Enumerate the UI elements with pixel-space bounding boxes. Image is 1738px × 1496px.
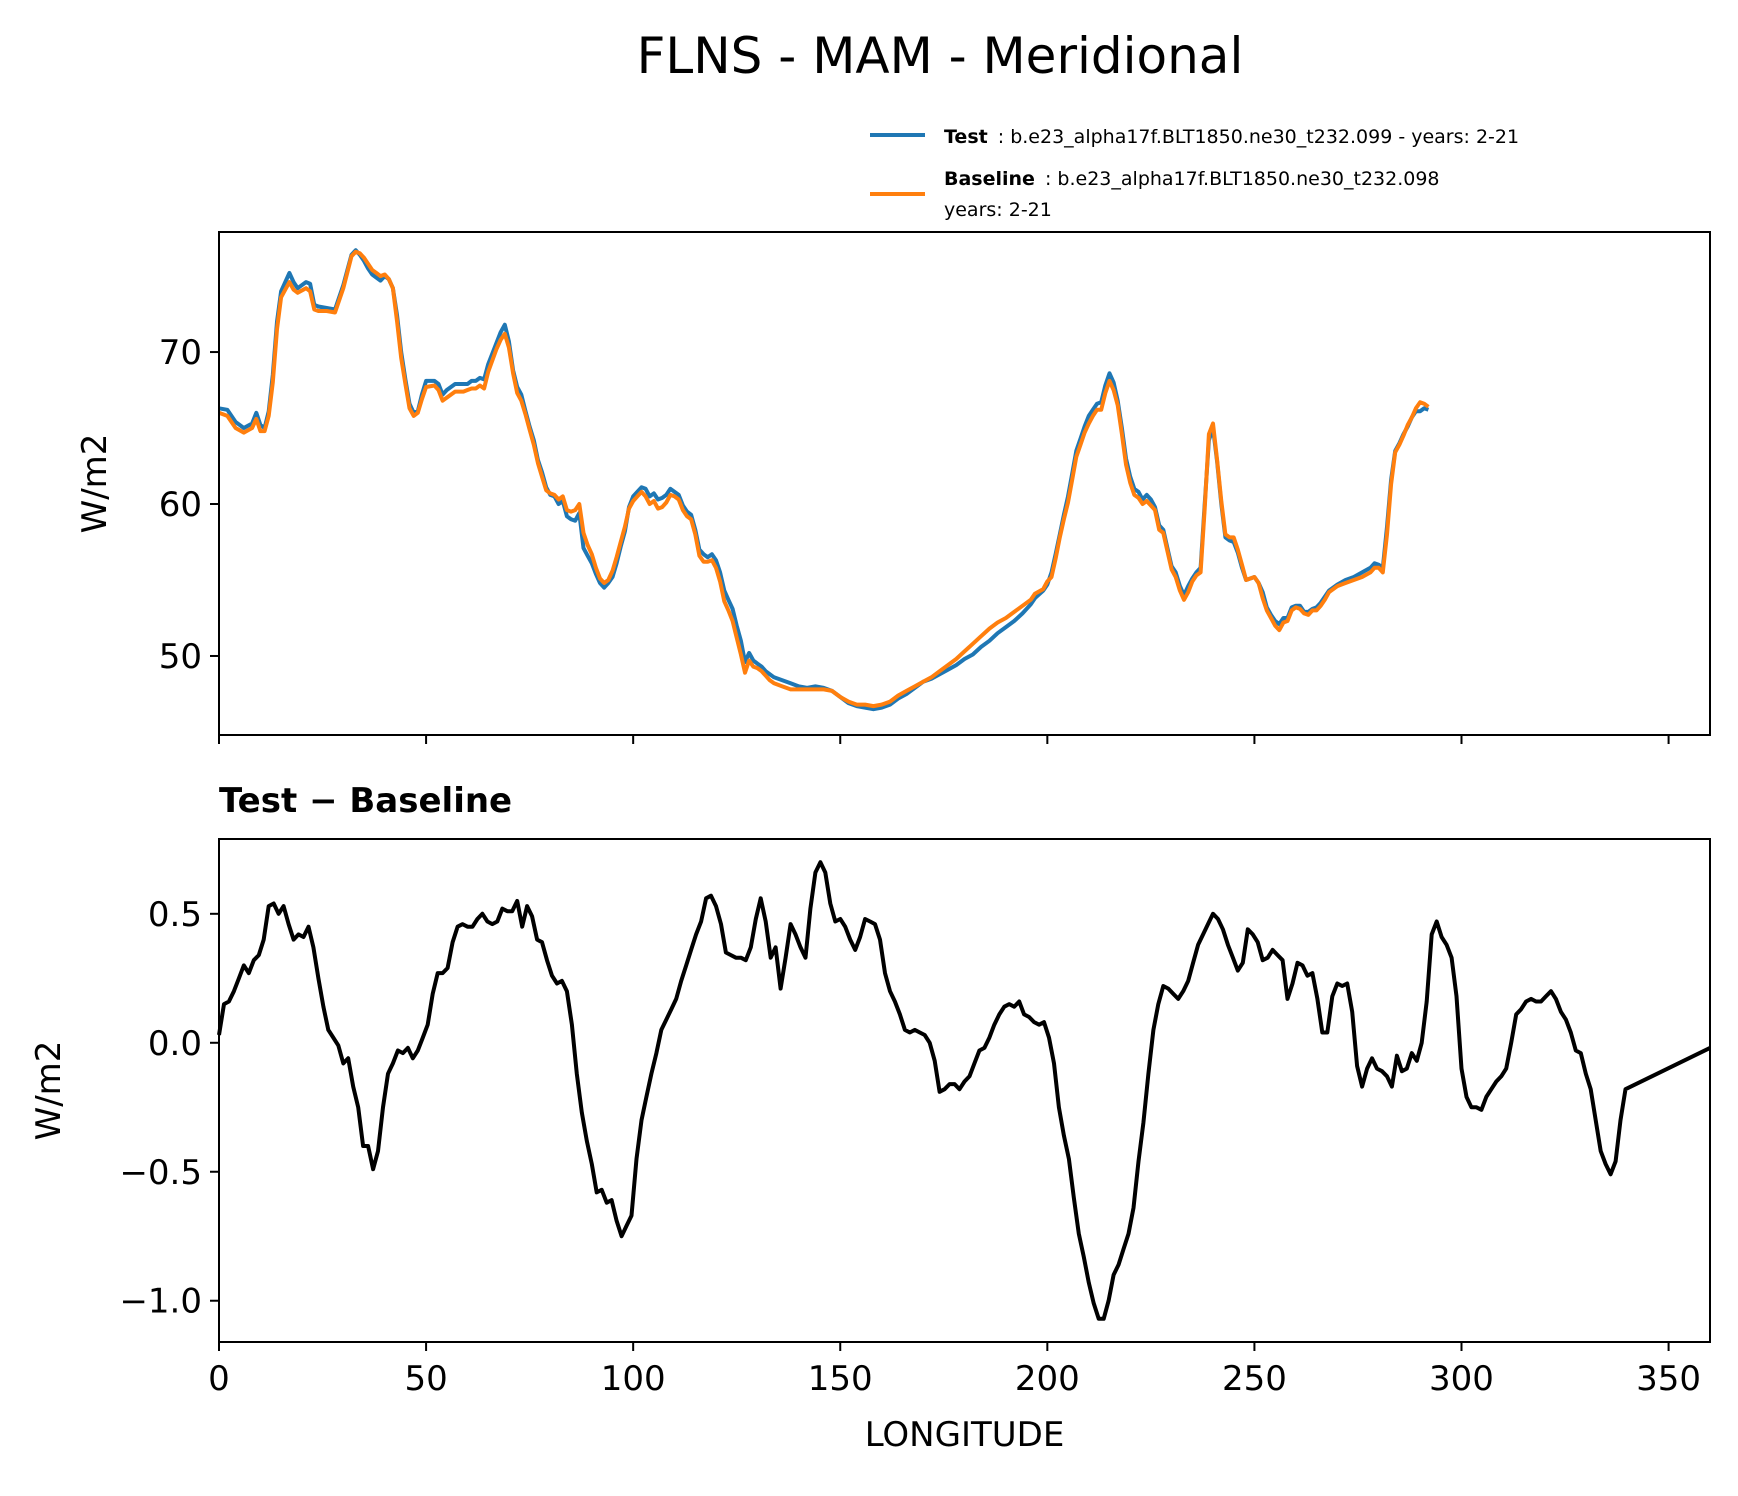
x-tick-label: 200	[1015, 1359, 1080, 1399]
y-tick-label: 0.0	[148, 1024, 202, 1064]
y-axis-label: W/m2	[29, 1041, 69, 1141]
x-tick-label: 0	[208, 1359, 230, 1399]
legend: Test : b.e23_alpha17f.BLT1850.ne30_t232.…	[870, 126, 1519, 221]
y-tick-label: 0.5	[148, 895, 202, 935]
y-tick-label: 50	[159, 637, 202, 677]
legend-test-desc: : b.e23_alpha17f.BLT1850.ne30_t232.099 -…	[998, 126, 1519, 148]
legend-baseline-desc: : b.e23_alpha17f.BLT1850.ne30_t232.098	[1045, 168, 1440, 190]
legend-test-label: Test : b.e23_alpha17f.BLT1850.ne30_t232.…	[944, 126, 1519, 148]
panel-bottom-title: Test − Baseline	[219, 781, 512, 821]
y-axis-label: W/m2	[75, 434, 115, 534]
y-tick-label: 70	[159, 333, 202, 373]
y-tick-label: −0.5	[119, 1153, 202, 1193]
x-tick-label: 100	[601, 1359, 666, 1399]
panel-top: 50 60 70 W/m2	[75, 231, 1711, 744]
y-tick-label: −1.0	[119, 1282, 202, 1322]
series-line-test	[218, 248, 1430, 712]
legend-baseline-label: Baseline : b.e23_alpha17f.BLT1850.ne30_t…	[944, 168, 1440, 190]
x-tick-label: 150	[808, 1359, 873, 1399]
legend-baseline-desc2: years: 2-21	[944, 199, 1052, 221]
x-tick-label: 300	[1429, 1359, 1494, 1399]
x-tick-label: 50	[404, 1359, 447, 1399]
panel-bottom: −1.0 −0.5 0.0 0.5 0 50 100 150 200 250 300 350 W/m2 L…	[29, 838, 1711, 1455]
series-line-baseline	[218, 249, 1430, 709]
plot-frame	[218, 231, 1711, 736]
chart-title: FLNS - MAM - Meridional	[637, 27, 1244, 85]
x-axis-label: LONGITUDE	[865, 1415, 1065, 1455]
y-tick-label: 60	[159, 485, 202, 525]
x-tick-label: 350	[1636, 1359, 1701, 1399]
series-line-diff	[217, 860, 1711, 1321]
x-tick-label: 250	[1222, 1359, 1287, 1399]
legend-test-name: Test	[944, 126, 988, 148]
plot-frame	[218, 838, 1711, 1343]
legend-baseline-name: Baseline	[944, 168, 1035, 190]
